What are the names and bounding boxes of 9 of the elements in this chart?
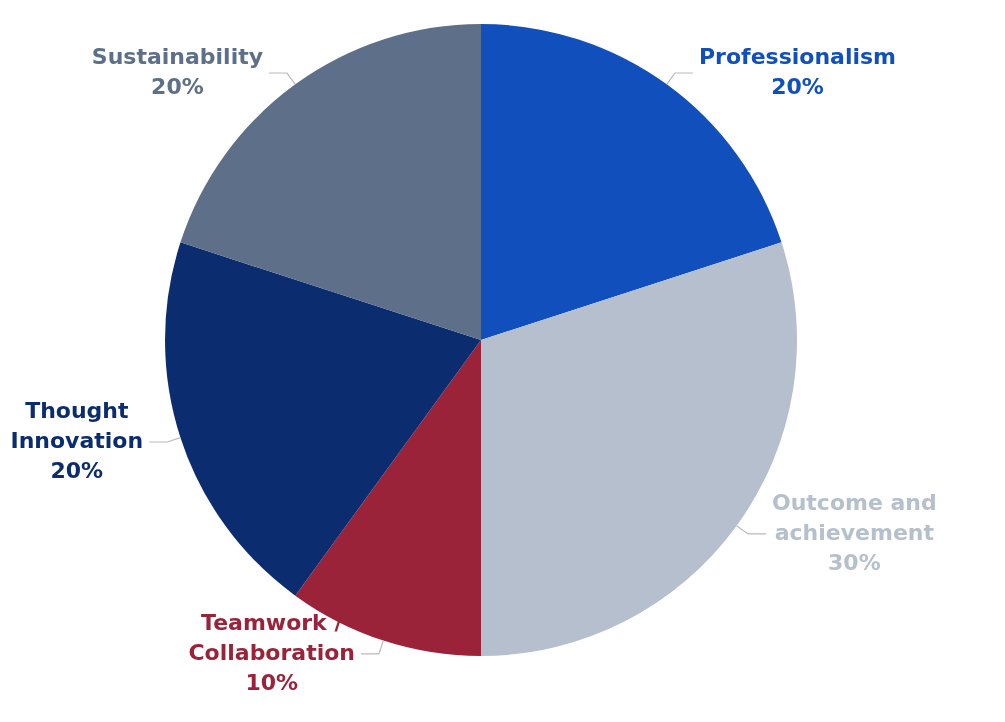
data-label: 20% bbox=[50, 457, 104, 483]
slice-label: Professionalism bbox=[698, 43, 897, 69]
data-label: 20% bbox=[151, 73, 204, 99]
data-label: 10% bbox=[245, 669, 299, 695]
slice-label: Outcome and achievement bbox=[771, 489, 937, 545]
data-label: 30% bbox=[828, 549, 881, 575]
slice-label: Sustainability bbox=[91, 43, 264, 69]
data-label: 20% bbox=[771, 73, 824, 99]
slice-label: Thought Innovation bbox=[10, 397, 144, 453]
